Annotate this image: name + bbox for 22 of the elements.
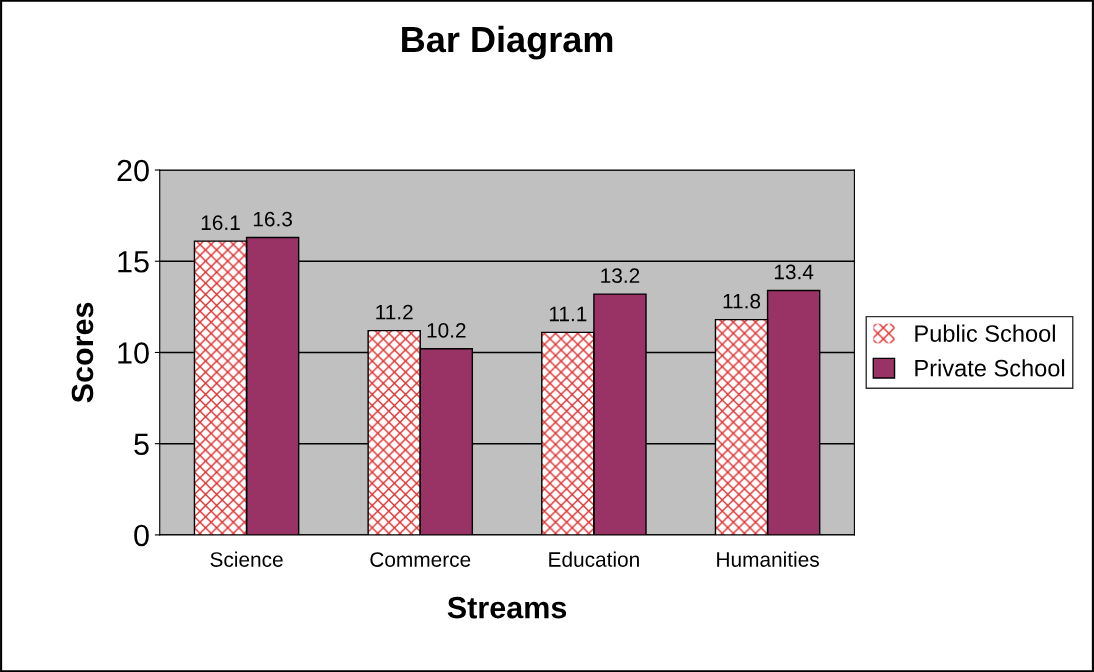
data-label: 11.8 <box>723 293 761 309</box>
y-tick-label: 10 <box>118 342 149 364</box>
x-tick-label: Commerce <box>370 552 471 567</box>
data-label: 16.1 <box>201 215 240 231</box>
chart-title: Bar Diagram <box>402 25 613 60</box>
y-tick-label: 5 <box>134 433 149 456</box>
legend-label: Public School <box>915 324 1055 342</box>
data-label: 16.3 <box>253 211 292 227</box>
x-tick-label: Humanities <box>717 551 819 567</box>
x-axis-title: Streams <box>447 596 567 619</box>
data-label: 10.2 <box>427 323 466 338</box>
y-tick-label: 0 <box>134 524 149 547</box>
y-tick-label: 15 <box>118 251 149 273</box>
data-label: 13.4 <box>774 264 814 280</box>
legend-label: Private School <box>915 359 1065 377</box>
data-label: 11.2 <box>376 304 413 320</box>
x-tick-label: Education <box>549 551 639 567</box>
data-label: 11.1 <box>549 306 587 322</box>
y-axis-title: Scores <box>71 302 94 403</box>
data-label: 13.2 <box>601 268 640 284</box>
y-tick-label: 20 <box>117 159 149 182</box>
x-tick-label: Science <box>210 551 283 567</box>
